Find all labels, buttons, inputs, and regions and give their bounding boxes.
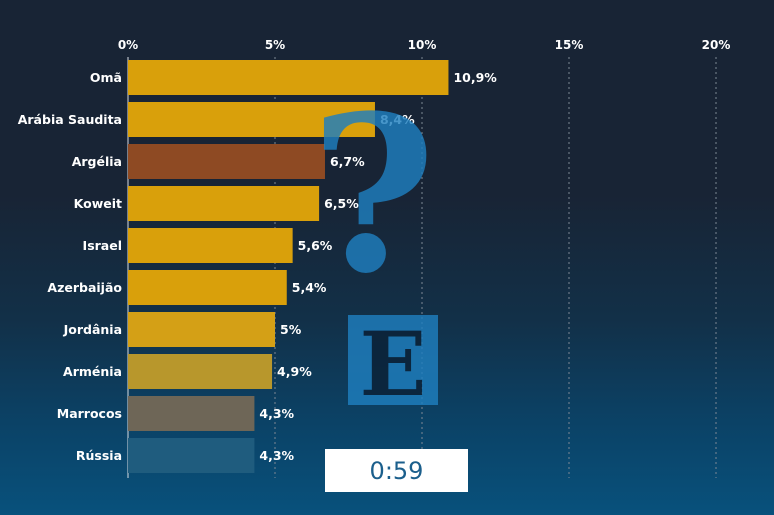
bar xyxy=(128,354,273,389)
bar xyxy=(128,438,255,473)
timer-display: 0:59 xyxy=(325,449,468,492)
category-label: Marrocos xyxy=(57,406,122,421)
category-label: Omã xyxy=(90,70,122,85)
value-labels: 10,9% 8,4% 6,7% 6,5% 5,6% 5,4% 5% 4,9% 4,3% 4,3% xyxy=(259,70,497,463)
logo-box xyxy=(348,315,438,405)
bar xyxy=(128,144,325,179)
value-label: 10,9% xyxy=(453,70,497,85)
value-label: 5,4% xyxy=(292,280,327,295)
value-label: 4,9% xyxy=(277,364,312,379)
x-tick-label: 10% xyxy=(408,38,437,52)
value-label: 4,3% xyxy=(259,406,294,421)
value-label: 8,4% xyxy=(380,112,415,127)
category-label: Koweit xyxy=(74,196,122,211)
value-label: 5,6% xyxy=(298,238,333,253)
bar xyxy=(128,396,255,431)
x-tick-label: 20% xyxy=(702,38,731,52)
value-label: 4,3% xyxy=(259,448,294,463)
watermark-logo: ? E xyxy=(310,68,438,416)
bars xyxy=(128,60,449,473)
category-label: Arménia xyxy=(63,364,122,379)
category-label: Rússia xyxy=(76,448,122,463)
x-tick-label: 5% xyxy=(265,38,285,52)
x-axis-ticks: 0% 5% 10% 15% 20% xyxy=(118,38,731,52)
bar xyxy=(128,228,293,263)
value-label: 6,7% xyxy=(330,154,365,169)
category-label: Argélia xyxy=(72,154,122,169)
x-tick-label: 15% xyxy=(555,38,584,52)
category-label: Arábia Saudita xyxy=(18,112,122,127)
value-label: 6,5% xyxy=(324,196,359,211)
bar xyxy=(128,60,449,95)
bar xyxy=(128,312,275,347)
category-label: Jordânia xyxy=(63,322,122,337)
value-label: 5% xyxy=(280,322,302,337)
bar xyxy=(128,186,320,221)
x-tick-label: 0% xyxy=(118,38,138,52)
logo-letter: E xyxy=(359,312,426,416)
bar xyxy=(128,102,375,137)
category-label: Israel xyxy=(83,238,122,253)
category-label: Azerbaijão xyxy=(47,280,122,295)
question-mark-icon: ? xyxy=(310,68,436,321)
category-labels: Omã Arábia Saudita Argélia Koweit Israel Azer… xyxy=(18,70,123,463)
bar xyxy=(128,270,287,305)
